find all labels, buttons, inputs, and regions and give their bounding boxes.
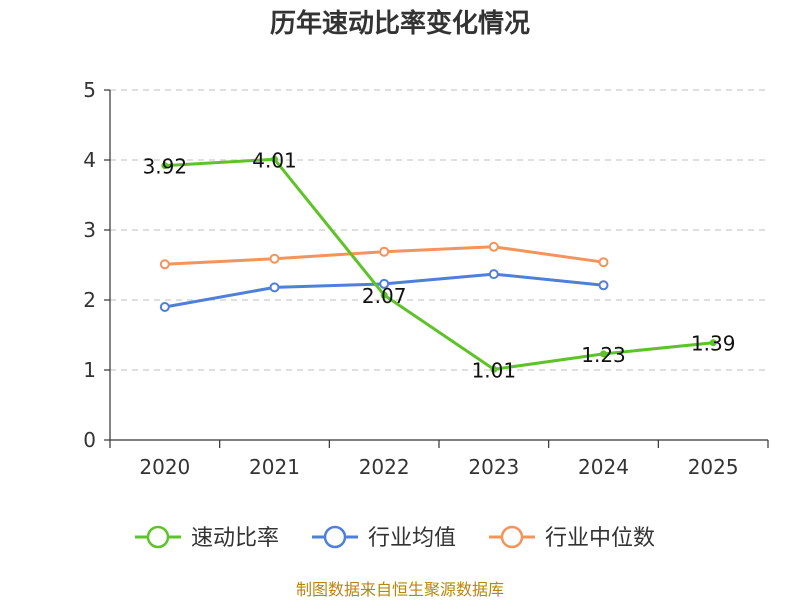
y-tick-label: 2 xyxy=(83,288,96,312)
series-line-0 xyxy=(164,157,714,371)
y-tick-label: 5 xyxy=(83,78,96,102)
legend-item-1[interactable]: 行业均值 xyxy=(312,525,456,551)
y-tick-label: 4 xyxy=(83,148,96,172)
data-point[interactable] xyxy=(161,162,169,170)
x-tick-label: 2022 xyxy=(359,455,410,479)
source-note: 制图数据来自恒生聚源数据库 xyxy=(296,580,504,599)
data-point[interactable] xyxy=(271,155,278,163)
data-point[interactable] xyxy=(488,269,499,280)
data-point[interactable] xyxy=(488,241,499,252)
axes: 0 1 2 3 4 5 2020 2021 2022 2023 2024 2025 xyxy=(83,78,769,479)
data-label: 4.01 xyxy=(252,148,297,172)
y-tick-label: 3 xyxy=(83,218,96,242)
data-label: 2.07 xyxy=(362,284,407,308)
legend-item-2[interactable]: 行业中位数 xyxy=(489,525,655,551)
x-tick-label: 2025 xyxy=(688,455,739,479)
legend-item-0[interactable]: 速动比率 xyxy=(135,525,279,551)
data-label: 1.39 xyxy=(691,332,736,356)
x-tick-label: 2023 xyxy=(468,455,519,479)
legend-label: 速动比率 xyxy=(191,526,279,551)
y-tick-label: 1 xyxy=(83,358,96,382)
legend-marker xyxy=(146,525,170,549)
data-point[interactable] xyxy=(598,257,609,268)
data-point[interactable] xyxy=(600,350,607,358)
series-group xyxy=(159,155,717,373)
legend-label: 行业中位数 xyxy=(545,526,655,551)
data-labels: 3.92 4.01 2.07 1.01 1.23 1.39 xyxy=(143,148,736,382)
data-label: 1.23 xyxy=(581,343,626,367)
data-point[interactable] xyxy=(380,291,388,299)
data-point[interactable] xyxy=(598,280,609,291)
data-point[interactable] xyxy=(709,339,717,347)
legend-marker xyxy=(500,525,524,549)
legend-label: 行业均值 xyxy=(368,526,456,551)
x-tick-label: 2024 xyxy=(578,455,629,479)
legend[interactable]: 速动比率 行业均值 行业中位数 xyxy=(135,525,655,551)
grid-lines xyxy=(110,89,768,371)
data-point[interactable] xyxy=(490,365,498,373)
data-point[interactable] xyxy=(379,278,390,289)
x-tick-label: 2020 xyxy=(139,455,190,479)
data-point[interactable] xyxy=(269,253,280,264)
x-tick-label: 2021 xyxy=(249,455,300,479)
data-label: 1.01 xyxy=(472,358,517,382)
chart-title: 历年速动比率变化情况 xyxy=(270,8,530,39)
y-tick-label: 0 xyxy=(83,428,96,452)
data-point[interactable] xyxy=(379,246,390,257)
data-point[interactable] xyxy=(159,259,170,270)
data-point[interactable] xyxy=(159,302,170,312)
legend-marker xyxy=(323,525,347,549)
data-point[interactable] xyxy=(269,282,280,293)
data-label: 3.92 xyxy=(143,155,188,179)
